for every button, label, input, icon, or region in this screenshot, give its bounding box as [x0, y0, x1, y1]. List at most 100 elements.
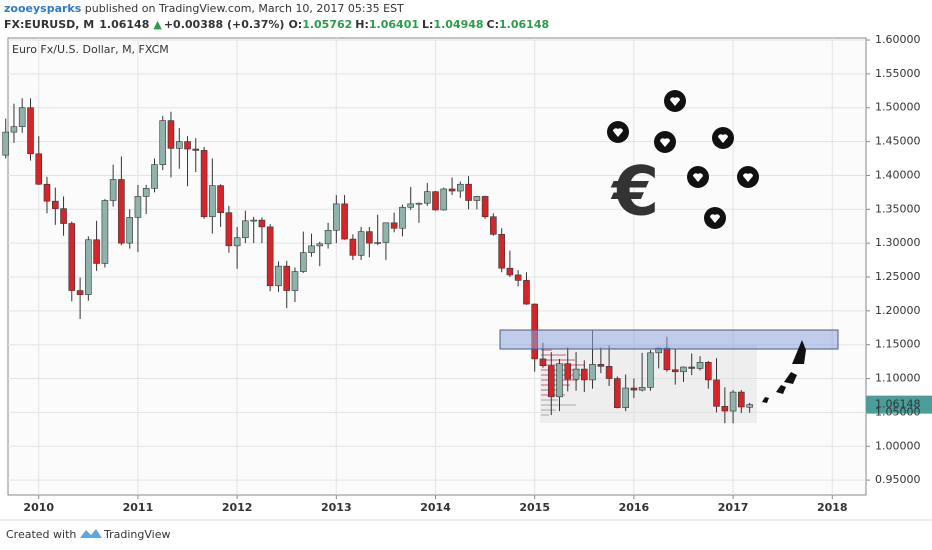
- rockets: [762, 340, 806, 403]
- candle-body: [341, 203, 348, 240]
- candle-body: [680, 366, 687, 373]
- hearts: [607, 90, 759, 229]
- y-tick-label: 1.55000: [875, 67, 921, 80]
- candle-body: [76, 290, 84, 295]
- x-tick-label: 2012: [222, 501, 253, 514]
- y-tick-label: 1.35000: [875, 202, 921, 215]
- y-tick-label: 1.30000: [875, 236, 921, 249]
- candle-body: [729, 391, 737, 412]
- x-tick-label: 2010: [23, 501, 54, 514]
- candle-body: [60, 208, 67, 224]
- candle-body: [671, 369, 679, 373]
- last-price-box: [866, 395, 932, 414]
- symbol: FX:EURUSD, M: [4, 18, 94, 31]
- x-tick-label: 2011: [123, 501, 154, 514]
- candle-body: [614, 378, 621, 408]
- candle-body: [27, 107, 34, 155]
- candle-body: [126, 217, 134, 244]
- footer-brand[interactable]: TradingView: [103, 528, 170, 541]
- candle-body: [415, 202, 423, 205]
- candle-body: [580, 368, 588, 381]
- candle-body: [93, 239, 100, 264]
- candle-body: [316, 243, 324, 247]
- candle-body: [432, 191, 439, 211]
- candle-body: [233, 237, 241, 247]
- candle-body: [721, 406, 729, 412]
- candle-body: [473, 196, 481, 201]
- candle-body: [142, 188, 150, 197]
- candle-body: [184, 141, 191, 150]
- ohlc-value: 1.05762: [302, 18, 352, 31]
- x-tick-label: 2016: [619, 501, 650, 514]
- candle-body: [638, 387, 646, 391]
- y-tick-label: 1.25000: [875, 270, 921, 283]
- candle-body: [225, 212, 233, 247]
- candle-body: [572, 368, 580, 380]
- author[interactable]: zooeysparks: [4, 2, 82, 15]
- candle-body: [448, 188, 456, 192]
- candle-body: [2, 131, 10, 156]
- candle-body: [68, 223, 76, 291]
- candle-body: [440, 188, 448, 211]
- change: +0.00388 (+0.37%): [164, 18, 285, 31]
- euro-sign: €: [610, 153, 659, 232]
- candle-body: [547, 365, 555, 398]
- ohlc-key: C:: [487, 18, 499, 31]
- candle-body: [523, 280, 530, 305]
- footer-created: Created with: [6, 528, 76, 541]
- candle-body: [242, 220, 249, 239]
- symbol-line: FX:EURUSD, M 1.06148 ▲ +0.00388 (+0.37%) O:1…: [4, 18, 549, 31]
- candle-body: [564, 363, 572, 380]
- y-tick-label: 1.05000: [875, 405, 921, 418]
- candle-body: [291, 271, 299, 291]
- last-price-label: 1.06148: [875, 398, 921, 411]
- candle-body: [283, 265, 291, 291]
- y-tick-label: 1.50000: [875, 101, 921, 114]
- candle-body: [713, 379, 720, 407]
- candle-body: [134, 196, 142, 218]
- candle-body: [663, 347, 671, 371]
- y-tick-label: 1.15000: [875, 338, 921, 351]
- x-tick-label: 2013: [321, 501, 352, 514]
- brand-logo: [80, 529, 102, 538]
- y-tick-label: 1.40000: [875, 168, 921, 181]
- candle-body: [366, 231, 373, 244]
- candle-body: [349, 238, 357, 256]
- candle-body: [556, 363, 563, 398]
- candle-body: [299, 252, 307, 272]
- candle-body: [52, 200, 59, 209]
- y-tick-label: 1.10000: [875, 372, 921, 385]
- candle-body: [622, 387, 629, 408]
- y-tick-label: 1.60000: [875, 33, 921, 46]
- last: 1.06148: [99, 18, 149, 31]
- candle-body: [109, 179, 117, 201]
- header-line: zooeysparks published on TradingView.com…: [4, 2, 404, 15]
- candle-body: [746, 404, 753, 408]
- published: published on TradingView.com, March 10, …: [81, 2, 404, 15]
- candle-body: [589, 364, 596, 381]
- candle-body: [35, 153, 43, 185]
- arrow: ▲: [153, 18, 162, 31]
- ohlc-value: 1.04948: [433, 18, 483, 31]
- candle-body: [465, 183, 472, 201]
- x-tick-label: 2015: [519, 501, 550, 514]
- plot-area: [7, 37, 867, 496]
- candle-body: [457, 183, 464, 192]
- candle-body: [176, 141, 183, 149]
- candle-body: [597, 364, 605, 367]
- candle-body: [647, 352, 654, 388]
- ohlc-key: O:: [288, 18, 302, 31]
- y-tick-label: 0.95000: [875, 473, 921, 486]
- candle-body: [43, 183, 51, 202]
- candle-body: [498, 234, 505, 269]
- candle-body: [630, 387, 638, 391]
- candle-body: [85, 239, 92, 295]
- candle-body: [423, 191, 431, 204]
- candle-body: [275, 265, 282, 287]
- candle-body: [399, 206, 406, 229]
- x-tick-label: 2014: [420, 501, 451, 514]
- candle-body: [407, 203, 415, 208]
- candle-body: [209, 185, 216, 218]
- ohlc-key: H:: [355, 18, 369, 31]
